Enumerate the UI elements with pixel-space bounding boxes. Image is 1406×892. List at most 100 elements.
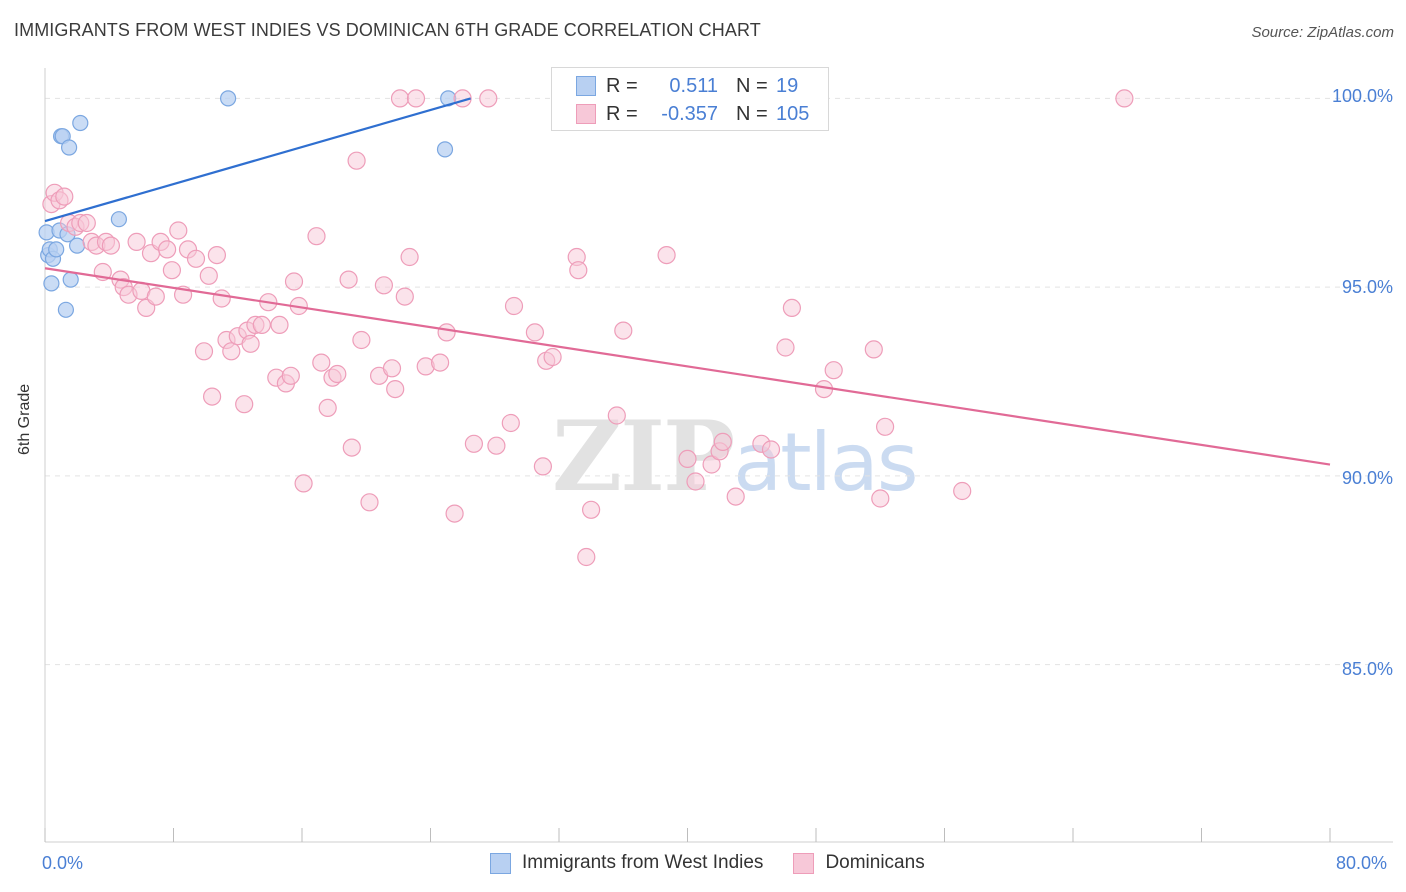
data-point-west-indies: [220, 90, 237, 107]
data-point-dominicans: [702, 455, 721, 474]
data-point-dominicans: [312, 353, 331, 372]
legend-swatch-west-indies: [576, 76, 596, 96]
legend-row-west-indies: R = 0.511 N = 19: [552, 72, 816, 100]
data-point-west-indies: [110, 211, 128, 228]
data-point-west-indies: [48, 241, 65, 258]
data-point-dominicans: [374, 276, 393, 295]
data-point-dominicans: [824, 361, 843, 380]
data-point-dominicans: [281, 366, 300, 385]
legend-swatch-dominicans: [793, 852, 815, 874]
data-point-dominicans: [386, 380, 405, 399]
data-point-dominicans: [158, 240, 177, 259]
legend-r-label: R =: [606, 102, 638, 125]
data-point-dominicans: [479, 89, 498, 108]
data-point-west-indies: [68, 237, 86, 254]
data-point-dominicans: [199, 266, 218, 285]
x-tick-label: 0.0%: [42, 853, 84, 873]
data-point-dominicans: [382, 359, 402, 378]
data-point-dominicans: [533, 457, 553, 476]
watermark-zip: ZIP: [552, 400, 735, 513]
data-point-dominicans: [713, 432, 732, 451]
correlation-legend: R = 0.511 N = 19 R = -0.357 N = 105: [551, 67, 829, 131]
data-point-dominicans: [270, 315, 289, 334]
data-point-dominicans: [726, 487, 745, 506]
legend-item-dominicans[interactable]: Dominicans: [793, 852, 925, 874]
data-point-dominicans: [614, 321, 633, 340]
data-point-dominicans: [360, 493, 379, 512]
legend-n-value: 19: [776, 74, 799, 97]
data-point-dominicans: [871, 489, 890, 508]
data-point-dominicans: [318, 398, 337, 417]
data-point-dominicans: [501, 413, 520, 433]
data-point-dominicans: [342, 438, 361, 457]
data-point-dominicans: [339, 270, 358, 289]
data-point-dominicans: [761, 440, 781, 459]
legend-row-dominicans: R = -0.357 N = 105: [552, 100, 816, 128]
data-point-west-indies: [60, 139, 78, 156]
data-point-dominicans: [678, 449, 697, 468]
legend-n-value: 105: [776, 102, 810, 125]
chart-title: IMMIGRANTS FROM WEST INDIES VS DOMINICAN…: [14, 20, 761, 40]
data-point-dominicans: [875, 417, 895, 436]
legend-swatch-west-indies: [490, 852, 511, 874]
data-point-dominicans: [328, 364, 347, 384]
data-point-dominicans: [127, 232, 146, 251]
legend-n-label: N =: [736, 74, 768, 97]
y-tick-label: 95.0%: [1341, 277, 1393, 297]
data-point-dominicans: [504, 296, 524, 316]
data-point-dominicans: [207, 246, 226, 265]
data-point-dominicans: [194, 342, 214, 361]
data-point-dominicans: [347, 151, 366, 170]
data-point-dominicans: [686, 472, 705, 491]
data-point-west-indies: [72, 114, 89, 132]
legend-label-west-indies: Immigrants from West Indies: [522, 852, 764, 873]
data-point-dominicans: [55, 187, 74, 206]
data-point-dominicans: [101, 236, 121, 255]
data-point-dominicans: [431, 353, 450, 372]
x-tick-label: 80.0%: [1336, 853, 1388, 873]
legend-item-west-indies[interactable]: Immigrants from West Indies: [490, 852, 763, 874]
trend-line-west-indies: [44, 97, 471, 223]
data-point-dominicans: [864, 340, 883, 359]
data-point-dominicans: [657, 246, 676, 265]
data-point-dominicans: [445, 504, 464, 523]
data-point-west-indies: [57, 301, 75, 318]
data-point-dominicans: [437, 323, 456, 342]
trend-line-dominicans: [44, 267, 1331, 466]
data-point-dominicans: [607, 406, 626, 425]
data-point-dominicans: [77, 213, 96, 233]
chart-source: Source: ZipAtlas.com: [1251, 24, 1394, 41]
data-point-dominicans: [400, 247, 419, 267]
data-point-dominicans: [390, 89, 410, 108]
data-point-dominicans: [169, 221, 188, 240]
data-point-dominicans: [212, 289, 231, 308]
data-point-dominicans: [543, 347, 562, 367]
data-point-dominicans: [146, 287, 165, 306]
data-point-dominicans: [307, 227, 326, 246]
data-point-west-indies: [62, 271, 79, 288]
data-point-west-indies: [43, 275, 60, 292]
legend-label-dominicans: Dominicans: [825, 852, 925, 873]
y-tick-label: 90.0%: [1341, 468, 1393, 488]
data-point-dominicans: [406, 89, 426, 108]
legend-r-label: R =: [606, 74, 638, 97]
y-tick-label: 100.0%: [1331, 86, 1393, 106]
data-point-dominicans: [953, 481, 972, 501]
data-point-dominicans: [1115, 89, 1134, 108]
data-point-dominicans: [577, 547, 596, 567]
legend-r-value: 0.511: [669, 74, 718, 97]
data-point-dominicans: [782, 298, 802, 317]
data-point-dominicans: [284, 272, 304, 291]
data-point-dominicans: [569, 261, 588, 280]
data-point-west-indies: [436, 141, 454, 158]
data-point-dominicans: [186, 249, 206, 268]
data-point-dominicans: [581, 500, 601, 519]
legend-n-label: N =: [736, 102, 768, 125]
data-point-dominicans: [487, 436, 506, 455]
y-tick-label: 85.0%: [1341, 659, 1393, 679]
data-point-dominicans: [464, 434, 483, 453]
data-point-dominicans: [162, 261, 181, 280]
legend-r-value: -0.357: [661, 102, 718, 125]
data-point-dominicans: [252, 315, 271, 334]
